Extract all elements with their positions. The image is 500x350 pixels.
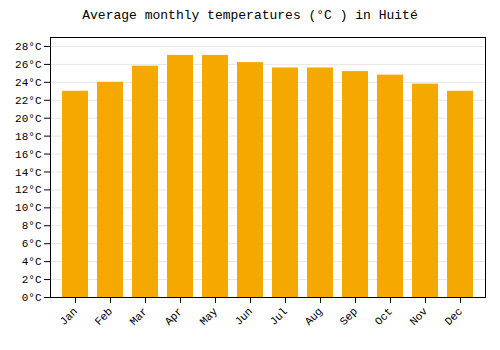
svg-text:Nov: Nov — [408, 305, 431, 328]
svg-text:May: May — [198, 305, 221, 328]
svg-text:4°C: 4°C — [22, 256, 42, 268]
svg-text:18°C: 18°C — [15, 131, 42, 143]
svg-text:Feb: Feb — [93, 305, 115, 327]
svg-text:Jan: Jan — [58, 305, 80, 327]
svg-text:28°C: 28°C — [15, 41, 42, 53]
svg-text:Apr: Apr — [163, 305, 185, 327]
svg-text:14°C: 14°C — [15, 167, 42, 179]
svg-text:Aug: Aug — [303, 305, 325, 327]
svg-text:8°C: 8°C — [22, 220, 42, 232]
svg-text:20°C: 20°C — [15, 113, 42, 125]
svg-text:0°C: 0°C — [22, 292, 42, 304]
svg-text:10°C: 10°C — [15, 202, 42, 214]
svg-text:Sep: Sep — [338, 305, 360, 327]
svg-text:26°C: 26°C — [15, 59, 42, 71]
svg-text:24°C: 24°C — [15, 77, 42, 89]
svg-text:Jun: Jun — [233, 305, 255, 327]
svg-text:2°C: 2°C — [22, 274, 42, 286]
svg-text:12°C: 12°C — [15, 184, 42, 196]
svg-text:16°C: 16°C — [15, 149, 42, 161]
svg-text:Jul: Jul — [268, 305, 290, 327]
svg-text:Dec: Dec — [443, 305, 465, 327]
svg-text:Oct: Oct — [373, 305, 395, 327]
svg-text:6°C: 6°C — [22, 238, 42, 250]
svg-text:Mar: Mar — [128, 305, 150, 327]
html-text:Average monthly temperatures (: Average monthly temperatures (°C ) in Hu… — [82, 8, 418, 23]
svg-text:22°C: 22°C — [15, 95, 42, 107]
